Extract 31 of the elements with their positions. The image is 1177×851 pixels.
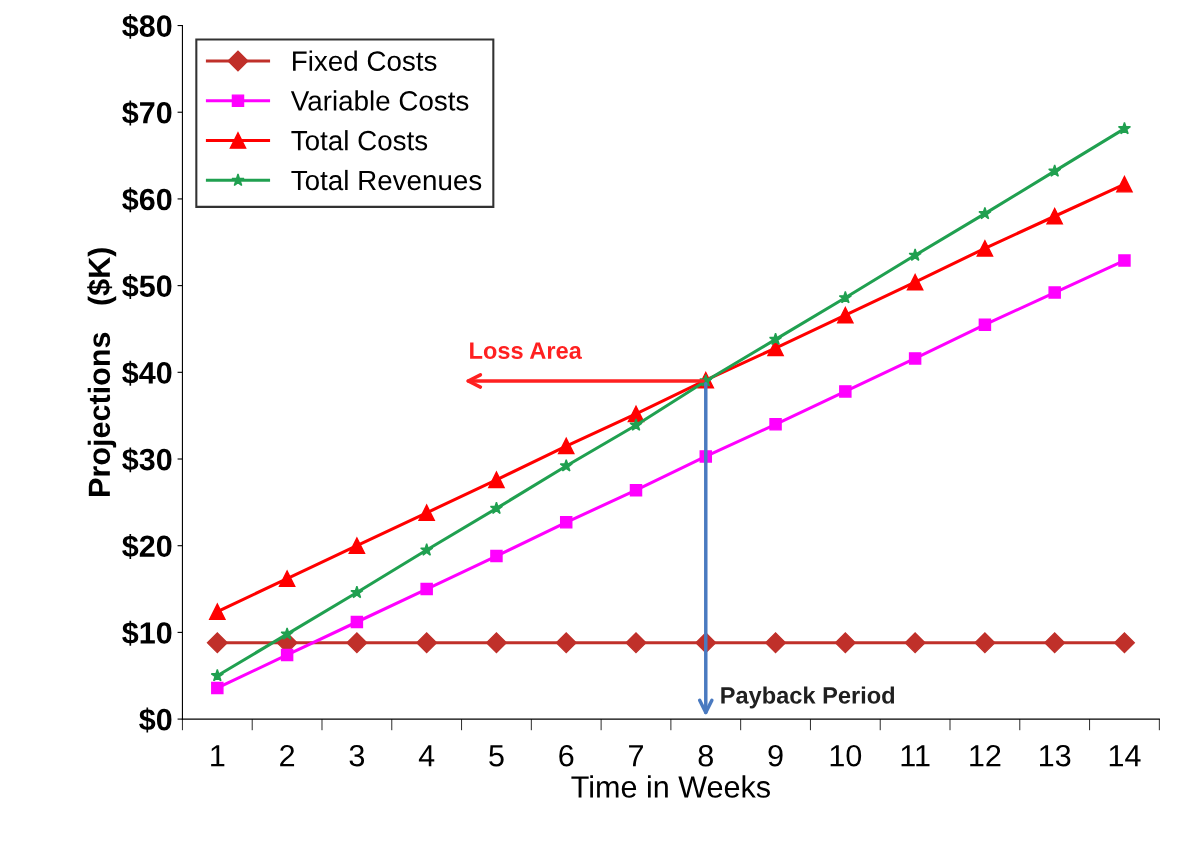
y-tick-label: $40 — [122, 360, 172, 386]
legend-label: Variable Costs — [290, 90, 469, 111]
x-tick-label: 3 — [349, 744, 365, 767]
x-tick-label: 5 — [489, 745, 504, 767]
y-tick-label: $80 — [122, 13, 172, 39]
x-tick-label: 6 — [559, 744, 574, 767]
x-tick-label: 1 — [211, 745, 225, 767]
x-tick-label: 14 — [1109, 745, 1141, 767]
x-tick-label: 12 — [970, 744, 1001, 767]
annotation: Loss Area — [470, 342, 582, 359]
legend-label: Fixed Costs — [293, 50, 437, 71]
legend-label: Total Revenues — [291, 169, 482, 191]
x-tick-label: 11 — [901, 745, 930, 767]
y-tick-label: $50 — [122, 274, 172, 299]
y-axis-title: Projections ($K) — [87, 248, 117, 496]
x-tick-label: 9 — [768, 744, 783, 767]
y-tick-label: $60 — [122, 187, 172, 213]
x-tick-label: 13 — [1040, 744, 1071, 767]
annotation: Payback Period — [721, 686, 895, 709]
y-tick-label: $20 — [122, 534, 172, 560]
y-tick-label: $0 — [139, 707, 172, 733]
x-tick-label: 8 — [698, 744, 713, 767]
y-tick-label: $10 — [122, 620, 172, 646]
x-tick-label: 2 — [280, 744, 295, 767]
x-tick-label: 10 — [830, 744, 862, 767]
y-tick-label: $70 — [122, 100, 172, 126]
x-axis-title: Time in Weeks — [571, 775, 770, 798]
legend-label: Total Costs — [291, 130, 428, 151]
x-tick-label: 4 — [418, 745, 435, 767]
x-tick-label: 7 — [629, 745, 643, 767]
y-tick-label: $30 — [122, 447, 172, 473]
